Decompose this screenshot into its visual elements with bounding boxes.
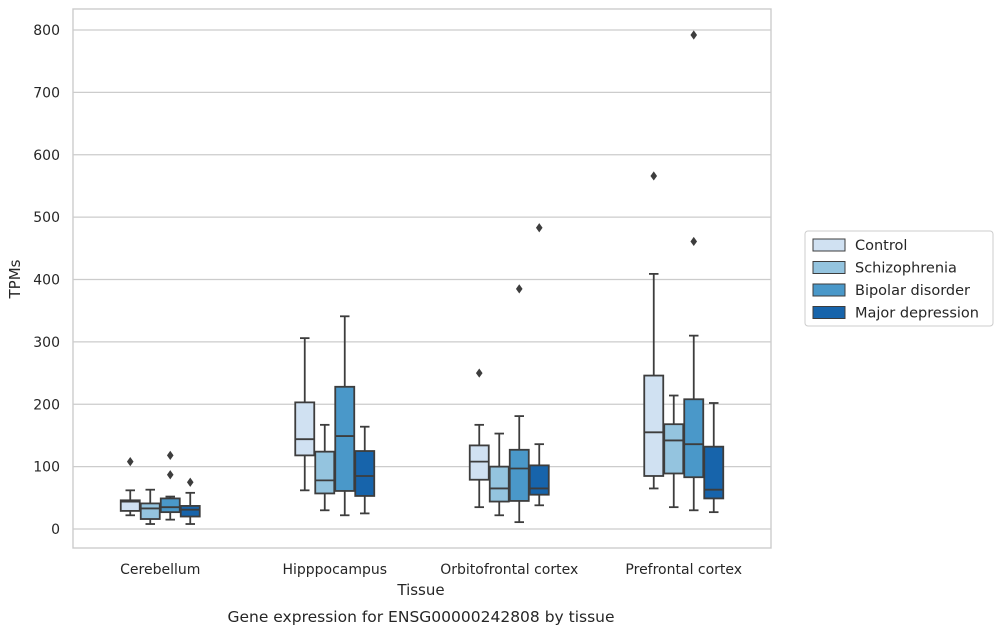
outlier-point [186, 477, 194, 487]
legend-frame [804, 230, 994, 327]
outlier-point [166, 470, 174, 480]
y-axis-ticks: 0 100 200 300 400 500 600 700 800 [33, 23, 60, 538]
box [683, 398, 705, 479]
y-tick-label: 100 [33, 460, 60, 476]
y-tick-label: 700 [33, 85, 60, 101]
y-axis-title: TPMs [6, 259, 24, 299]
x-tick-label: Prefrontal cortex [625, 562, 742, 578]
box [119, 499, 141, 512]
legend-swatch [812, 306, 846, 319]
legend-label: Control [855, 238, 907, 254]
box [528, 464, 550, 496]
x-tick-label: Cerebellum [120, 562, 200, 578]
x-axis-ticks: Cerebellum Hipppocampus Orbitofrontal cort… [120, 562, 742, 578]
legend-swatch [812, 261, 846, 274]
box [139, 502, 161, 520]
y-tick-label: 500 [33, 210, 60, 226]
box-group [294, 315, 376, 517]
box [354, 450, 376, 497]
y-tick-label: 200 [33, 397, 60, 413]
box-group [468, 223, 550, 524]
legend-swatch [812, 238, 846, 252]
outlier-point [535, 223, 543, 233]
outlier-point [690, 236, 698, 247]
box [314, 450, 336, 495]
legend-swatch [812, 283, 846, 297]
box [334, 385, 356, 492]
box [468, 444, 490, 481]
outlier-point [166, 450, 174, 460]
grid-lines [73, 29, 771, 530]
legend-label: Major depression [855, 306, 979, 322]
box-groups [119, 30, 725, 525]
outlier-point [126, 457, 134, 467]
x-tick-label: Orbitofrontal cortex [440, 562, 578, 578]
legend-label: Schizophrenia [855, 261, 957, 277]
x-axis-title: Tissue [396, 581, 444, 599]
x-tick-label: Hipppocampus [282, 562, 387, 578]
legend-label: Bipolar disorder [855, 283, 970, 299]
outlier-point [515, 284, 523, 294]
chart-caption: Gene expression for ENSG00000242808 by t… [227, 608, 614, 626]
y-tick-label: 800 [33, 23, 60, 39]
box [703, 445, 725, 500]
y-tick-label: 600 [33, 148, 60, 164]
y-tick-label: 300 [33, 335, 60, 351]
box [663, 423, 685, 475]
legend: Control Schizophrenia Bipolar disorder Majo… [804, 230, 994, 327]
box-group [643, 30, 725, 514]
box [159, 497, 181, 514]
box [488, 465, 510, 503]
box [508, 448, 530, 502]
outlier-point [690, 30, 698, 40]
outlier-point [650, 171, 658, 181]
outlier-point [475, 368, 483, 378]
box [179, 505, 201, 518]
box-group [119, 450, 201, 525]
y-tick-label: 400 [33, 273, 60, 289]
y-tick-label: 0 [51, 522, 60, 538]
box [643, 374, 665, 477]
box [294, 401, 316, 457]
